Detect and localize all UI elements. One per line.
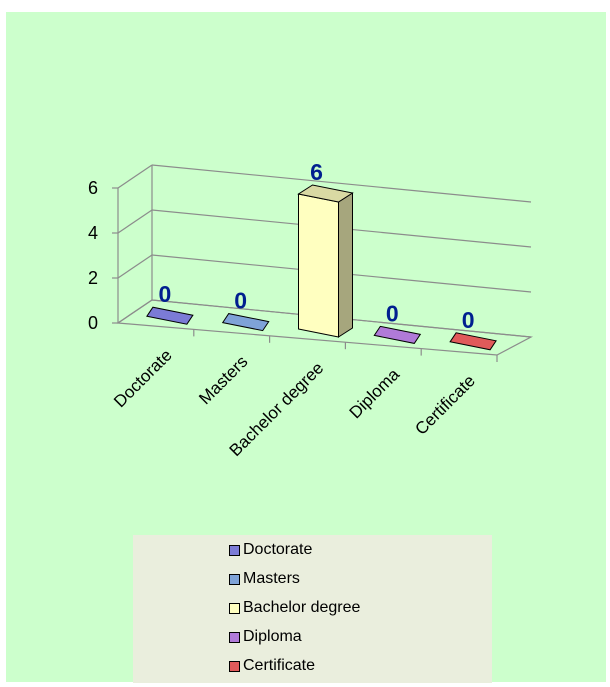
bar-top bbox=[221, 313, 270, 332]
legend-swatch bbox=[229, 573, 240, 585]
bars bbox=[146, 184, 497, 351]
legend-item: Bachelor degree bbox=[229, 598, 360, 618]
y-tick-label: 2 bbox=[88, 268, 98, 288]
legend-swatch bbox=[229, 631, 240, 643]
bar-top bbox=[373, 325, 422, 344]
data-label: 0 bbox=[234, 288, 247, 314]
bar-front bbox=[298, 193, 339, 338]
bar-top bbox=[449, 332, 497, 351]
x-tick-label: Diploma bbox=[346, 364, 404, 422]
data-label: 6 bbox=[310, 159, 323, 185]
y-tick-label: 6 bbox=[88, 178, 98, 198]
y-axis: 0 2 4 6 bbox=[88, 178, 118, 333]
gridline-side bbox=[117, 164, 153, 189]
legend-item: Certificate bbox=[229, 656, 315, 676]
legend-item: Masters bbox=[229, 569, 300, 589]
bar-side bbox=[338, 192, 353, 338]
y-tick-label: 4 bbox=[88, 223, 98, 243]
bar bbox=[297, 184, 354, 338]
gridline-side bbox=[117, 254, 153, 279]
data-label: 0 bbox=[462, 307, 475, 333]
bar-top bbox=[146, 306, 194, 325]
legend-label: Bachelor degree bbox=[243, 599, 361, 616]
data-label: 0 bbox=[386, 300, 399, 326]
gridline bbox=[151, 164, 532, 203]
bar bbox=[221, 313, 270, 332]
x-tick-label: Certificate bbox=[411, 371, 479, 439]
legend-item: Doctorate bbox=[229, 540, 312, 560]
bar bbox=[449, 332, 497, 351]
data-labels: 0 0 6 0 0 bbox=[159, 159, 475, 333]
y-tick-label: 0 bbox=[88, 313, 98, 333]
x-tick-label: Doctorate bbox=[110, 346, 176, 412]
legend: Doctorate Masters Bachelor degree Diplom… bbox=[133, 535, 492, 683]
legend-item: Diploma bbox=[229, 627, 302, 647]
legend-label: Diploma bbox=[243, 628, 302, 645]
floor bbox=[116, 299, 534, 356]
bar bbox=[373, 325, 422, 344]
legend-swatch bbox=[229, 660, 240, 672]
x-tick-label: Masters bbox=[195, 352, 251, 408]
bar bbox=[146, 306, 194, 325]
legend-swatch bbox=[229, 602, 240, 614]
legend-label: Masters bbox=[243, 570, 300, 587]
legend-swatch bbox=[229, 544, 240, 556]
legend-label: Doctorate bbox=[243, 541, 313, 558]
legend-label: Certificate bbox=[243, 657, 316, 674]
data-label: 0 bbox=[159, 281, 172, 307]
bar-top bbox=[297, 184, 354, 203]
gridline-side bbox=[117, 209, 153, 234]
